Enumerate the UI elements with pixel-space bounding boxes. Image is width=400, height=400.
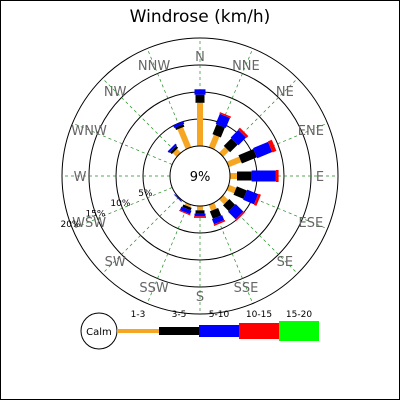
direction-label-ssw: SSW	[139, 281, 169, 296]
bar-sse-3-5	[209, 207, 222, 219]
bar-se-10-15	[235, 211, 245, 221]
direction-label-w: W	[74, 170, 87, 185]
direction-label-nw: NW	[104, 85, 127, 100]
bars-layer	[167, 89, 279, 226]
direction-labels: N NNE NE ENE E ESE SE SSE S SSW SW WSW W WNW NW NNW	[71, 50, 324, 305]
legend-label-5-10: 5-10	[209, 310, 230, 320]
legend-swatch-3-5	[159, 327, 199, 335]
legend-swatch-15-20	[279, 321, 319, 341]
bar-se-5-10	[228, 204, 244, 220]
ring-label-2: 10%	[110, 199, 130, 209]
legend-swatch-1-3	[117, 329, 159, 333]
legend-label-1-3: 1-3	[131, 310, 146, 320]
bar-ssw-5-10	[179, 206, 192, 215]
bar-se-1-3	[219, 195, 229, 205]
bar-ene-10-15	[267, 139, 277, 153]
legend: Calm 1-3 3-5 5-10 10-15 15-20	[80, 310, 319, 350]
spoke-wnw	[72, 122, 173, 165]
direction-label-ese: ESE	[299, 216, 324, 231]
bar-ne-3-5	[223, 138, 238, 153]
direction-label-wnw: WNW	[71, 124, 107, 139]
bar-se-3-5	[222, 198, 236, 212]
ring-label-1: 5%	[138, 189, 153, 199]
bar-ne-5-10	[230, 129, 247, 146]
spoke-nw	[102, 78, 180, 156]
bar-ne-1-3	[219, 146, 230, 157]
bar-nnw-1-3	[177, 127, 192, 150]
bar-ese-1-3	[226, 184, 237, 194]
bar-nne-10-15	[219, 112, 232, 119]
bar-ene-5-10	[253, 141, 273, 159]
direction-label-ene: ENE	[298, 124, 324, 139]
bar-nne-3-5	[212, 124, 225, 138]
grid-ring-4	[61, 37, 339, 315]
bar-ene-1-3	[226, 156, 242, 168]
bar-sse-1-3	[208, 202, 217, 211]
legend-swatch-10-15	[239, 323, 279, 339]
direction-label-nnw: NNW	[138, 59, 170, 74]
direction-label-sw: SW	[105, 255, 126, 270]
calm-circle	[169, 145, 231, 207]
bar-ese-10-15	[253, 193, 261, 206]
legend-calm-label: Calm	[86, 327, 112, 338]
direction-label-sse: SSE	[234, 281, 259, 296]
bar-nnw-5-10	[173, 121, 185, 128]
bar-nnw-3-5	[175, 124, 185, 131]
legend-label-3-5: 3-5	[172, 310, 187, 320]
ring-label-3: 15%	[85, 209, 105, 219]
direction-label-se: SE	[277, 255, 293, 270]
chart-title: Windrose (km/h)	[130, 7, 271, 27]
spoke-sw	[102, 196, 180, 274]
direction-label-n: N	[195, 50, 205, 65]
bar-ne-10-15	[237, 127, 249, 139]
bar-nw-1-3	[172, 148, 181, 157]
bar-sse-5-10	[211, 215, 225, 225]
bar-nne-1-3	[208, 134, 220, 150]
direction-label-ne: NE	[276, 85, 294, 100]
bar-nw-3-5	[169, 145, 179, 155]
bar-ene-3-5	[238, 148, 257, 164]
legend-label-10-15: 10-15	[246, 310, 272, 320]
ring-labels: 5% 10% 15% 20%	[60, 189, 152, 230]
ring-label-4: 20%	[60, 220, 80, 230]
bar-nw-5-10	[167, 143, 177, 153]
legend-swatch-5-10	[199, 325, 239, 337]
spoke-wsw	[72, 187, 173, 230]
legend-label-15-20: 15-20	[286, 310, 312, 320]
bar-ese-5-10	[243, 189, 259, 205]
bar-nne-5-10	[215, 113, 230, 128]
bar-sse-10-15	[213, 219, 226, 226]
direction-label-s: S	[196, 290, 204, 305]
bar-ssw-3-5	[182, 204, 192, 211]
direction-label-wsw: WSW	[72, 216, 106, 231]
bar-ese-3-5	[233, 186, 247, 199]
direction-label-nne: NNE	[232, 59, 260, 74]
spoke-ssw	[146, 203, 189, 304]
calm-percentage: 9%	[190, 170, 211, 185]
direction-label-e: E	[316, 170, 324, 185]
